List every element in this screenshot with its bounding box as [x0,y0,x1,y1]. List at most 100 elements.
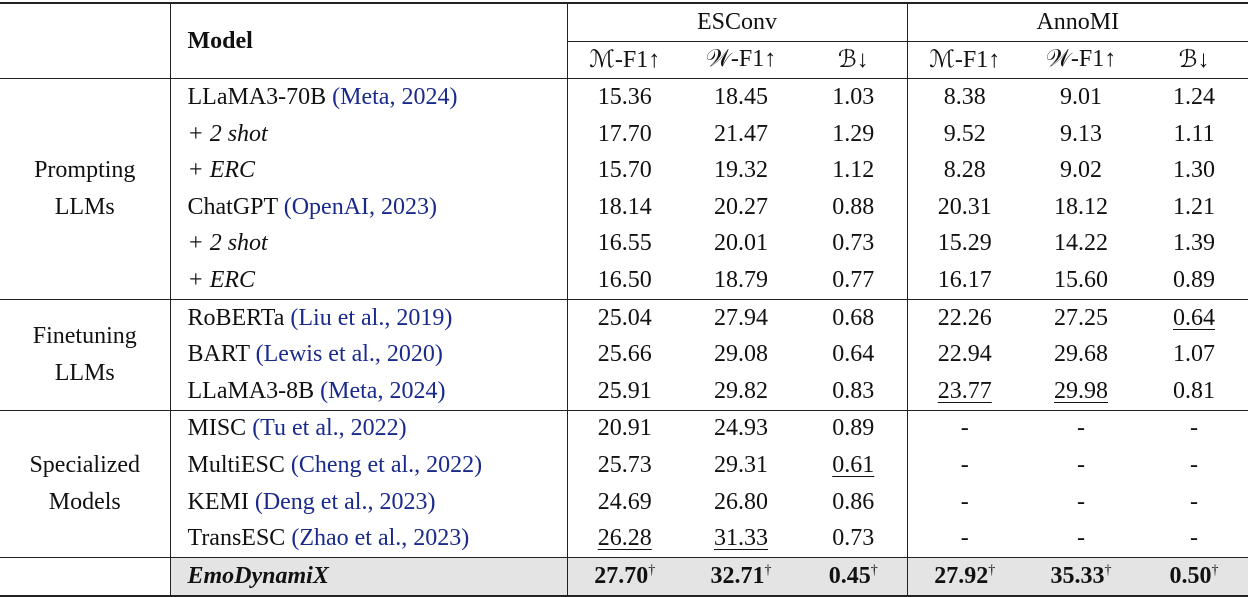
value-cell: 20.27 [682,189,800,226]
citation: (Tu et al., 2022) [252,415,407,442]
value: 22.26 [937,304,992,331]
citation: (Lewis et al., 2020) [255,341,443,368]
value-cell: 0.64 [1140,298,1249,337]
model-name: + 2 shot [187,230,268,257]
value: 0.86 [832,488,875,515]
table-row: EmoDynamiX 27.70† 32.71† 0.45† 27.92† 35.33† 0… [0,556,1249,597]
header-cell: AnnoMI [907,1,1249,42]
model-cell: MultiESC (Cheng et al., 2022) [170,447,568,484]
value: 9.13 [1060,120,1103,147]
value: 35.33 [1050,562,1105,589]
value-cell: 19.32 [682,152,800,189]
value-cell: - [1022,447,1140,484]
value-cell: 1.21 [1140,189,1248,226]
table-row: KEMI (Deng et al., 2023) 24.69 26.80 0.86 - -… [0,483,1248,521]
value-cell: 22.94 [907,336,1022,373]
value-cell: 25.73 [567,447,682,484]
value-cell: 24.93 [682,409,800,448]
value: 15.29 [937,230,992,257]
significance-mark: † [988,562,996,578]
value-cell: 22.26 [907,298,1023,337]
value: 0.68 [832,304,875,331]
value: 9.02 [1060,157,1103,184]
section-label: Finetuning LLMs [32,322,137,386]
model-name: + ERC [187,266,256,293]
value: 24.69 [597,488,652,515]
significance-mark: † [648,562,656,578]
value-cell: 27.94 [682,298,800,337]
value-cell: 29.68 [1022,336,1140,373]
table-section: Finetuning LLMs RoBERTa (Liu et al., 2019… [0,298,1249,411]
value: 18.14 [597,193,652,220]
section-label-cell: Finetuning LLMs [0,298,171,411]
table-row: + ERC 16.50 18.79 0.77 16.17 15.60 0.89 [0,262,1248,300]
section-label-cell: Prompting LLMs [0,78,171,300]
value-cell: 0.83 [800,372,908,411]
value: - [1190,488,1199,515]
value-cell: 1.07 [1140,336,1248,373]
header-cell: 𝒲-F1↑ [1022,41,1141,80]
value: 8.38 [943,83,986,110]
value-cell: 17.70 [567,116,682,153]
value-cell: 25.66 [567,336,682,373]
value-cell: 1.11 [1140,116,1248,153]
value: 25.66 [597,341,652,368]
value: 29.31 [714,451,768,478]
value-cell: 18.79 [682,262,800,299]
value-cell: 24.69 [567,484,682,521]
model-cell: LLaMA3-8B (Meta, 2024) [170,372,568,411]
value-cell: 0.64 [800,336,908,373]
value: 26.28 [597,525,652,552]
value: 0.81 [1173,377,1216,404]
value-cell: 1.30 [1140,152,1248,189]
value-cell: 31.33 [682,520,800,557]
value-cell: 9.01 [1022,78,1141,116]
metric-header: 𝒲-F1↑ [1045,46,1117,73]
value-cell: - [907,409,1023,448]
value-cell: 0.88 [800,188,908,226]
significance-mark: † [870,562,878,578]
value-cell: - [907,520,1022,557]
citation: (Deng et al., 2023) [254,488,436,515]
model-name: MultiESC [187,451,285,478]
value-cell: 15.60 [1022,262,1140,299]
model-cell: + 2 shot [170,115,568,153]
value-cell: 29.31 [682,447,800,484]
metric-header: ℳ-F1↑ [929,47,1001,74]
value-cell: 20.31 [907,189,1022,226]
value: 25.73 [597,451,652,478]
value: 0.64 [1173,304,1216,331]
group-header: ESConv [697,8,778,35]
value: 1.11 [1173,120,1215,147]
value: 29.82 [714,377,768,404]
value: 20.27 [714,193,768,220]
value-cell: 1.29 [800,115,908,153]
value-cell: 0.61 [800,447,908,484]
value-cell: 0.89 [800,409,908,448]
model-cell: + ERC [170,152,568,189]
value-cell: 0.86 [800,483,908,521]
model-cell: EmoDynamiX [170,556,568,597]
value-cell: - [1140,447,1248,484]
value-cell: 15.70 [567,152,682,189]
value-cell: - [1022,520,1140,557]
value-cell: 35.33† [1022,556,1141,597]
citation: (Zhao et al., 2023) [291,525,470,552]
table-row: Prompting LLMs LLaMA3-70B (Meta, 2024) 15.… [0,78,1249,300]
value: 20.01 [714,230,768,257]
citation: (Cheng et al., 2022) [290,451,483,478]
value: 0.77 [832,266,875,293]
value: 1.24 [1173,83,1216,110]
value: - [1190,525,1199,552]
value: 14.22 [1054,230,1109,257]
header-cell: ℳ-F1↑ [907,41,1023,80]
value: 20.31 [937,193,992,220]
value: 18.12 [1054,193,1109,220]
value-cell: 0.77 [800,262,908,300]
value: 0.88 [832,193,875,220]
value: 31.33 [714,525,768,552]
value-cell: 20.01 [682,226,800,263]
value: 9.52 [943,120,986,147]
